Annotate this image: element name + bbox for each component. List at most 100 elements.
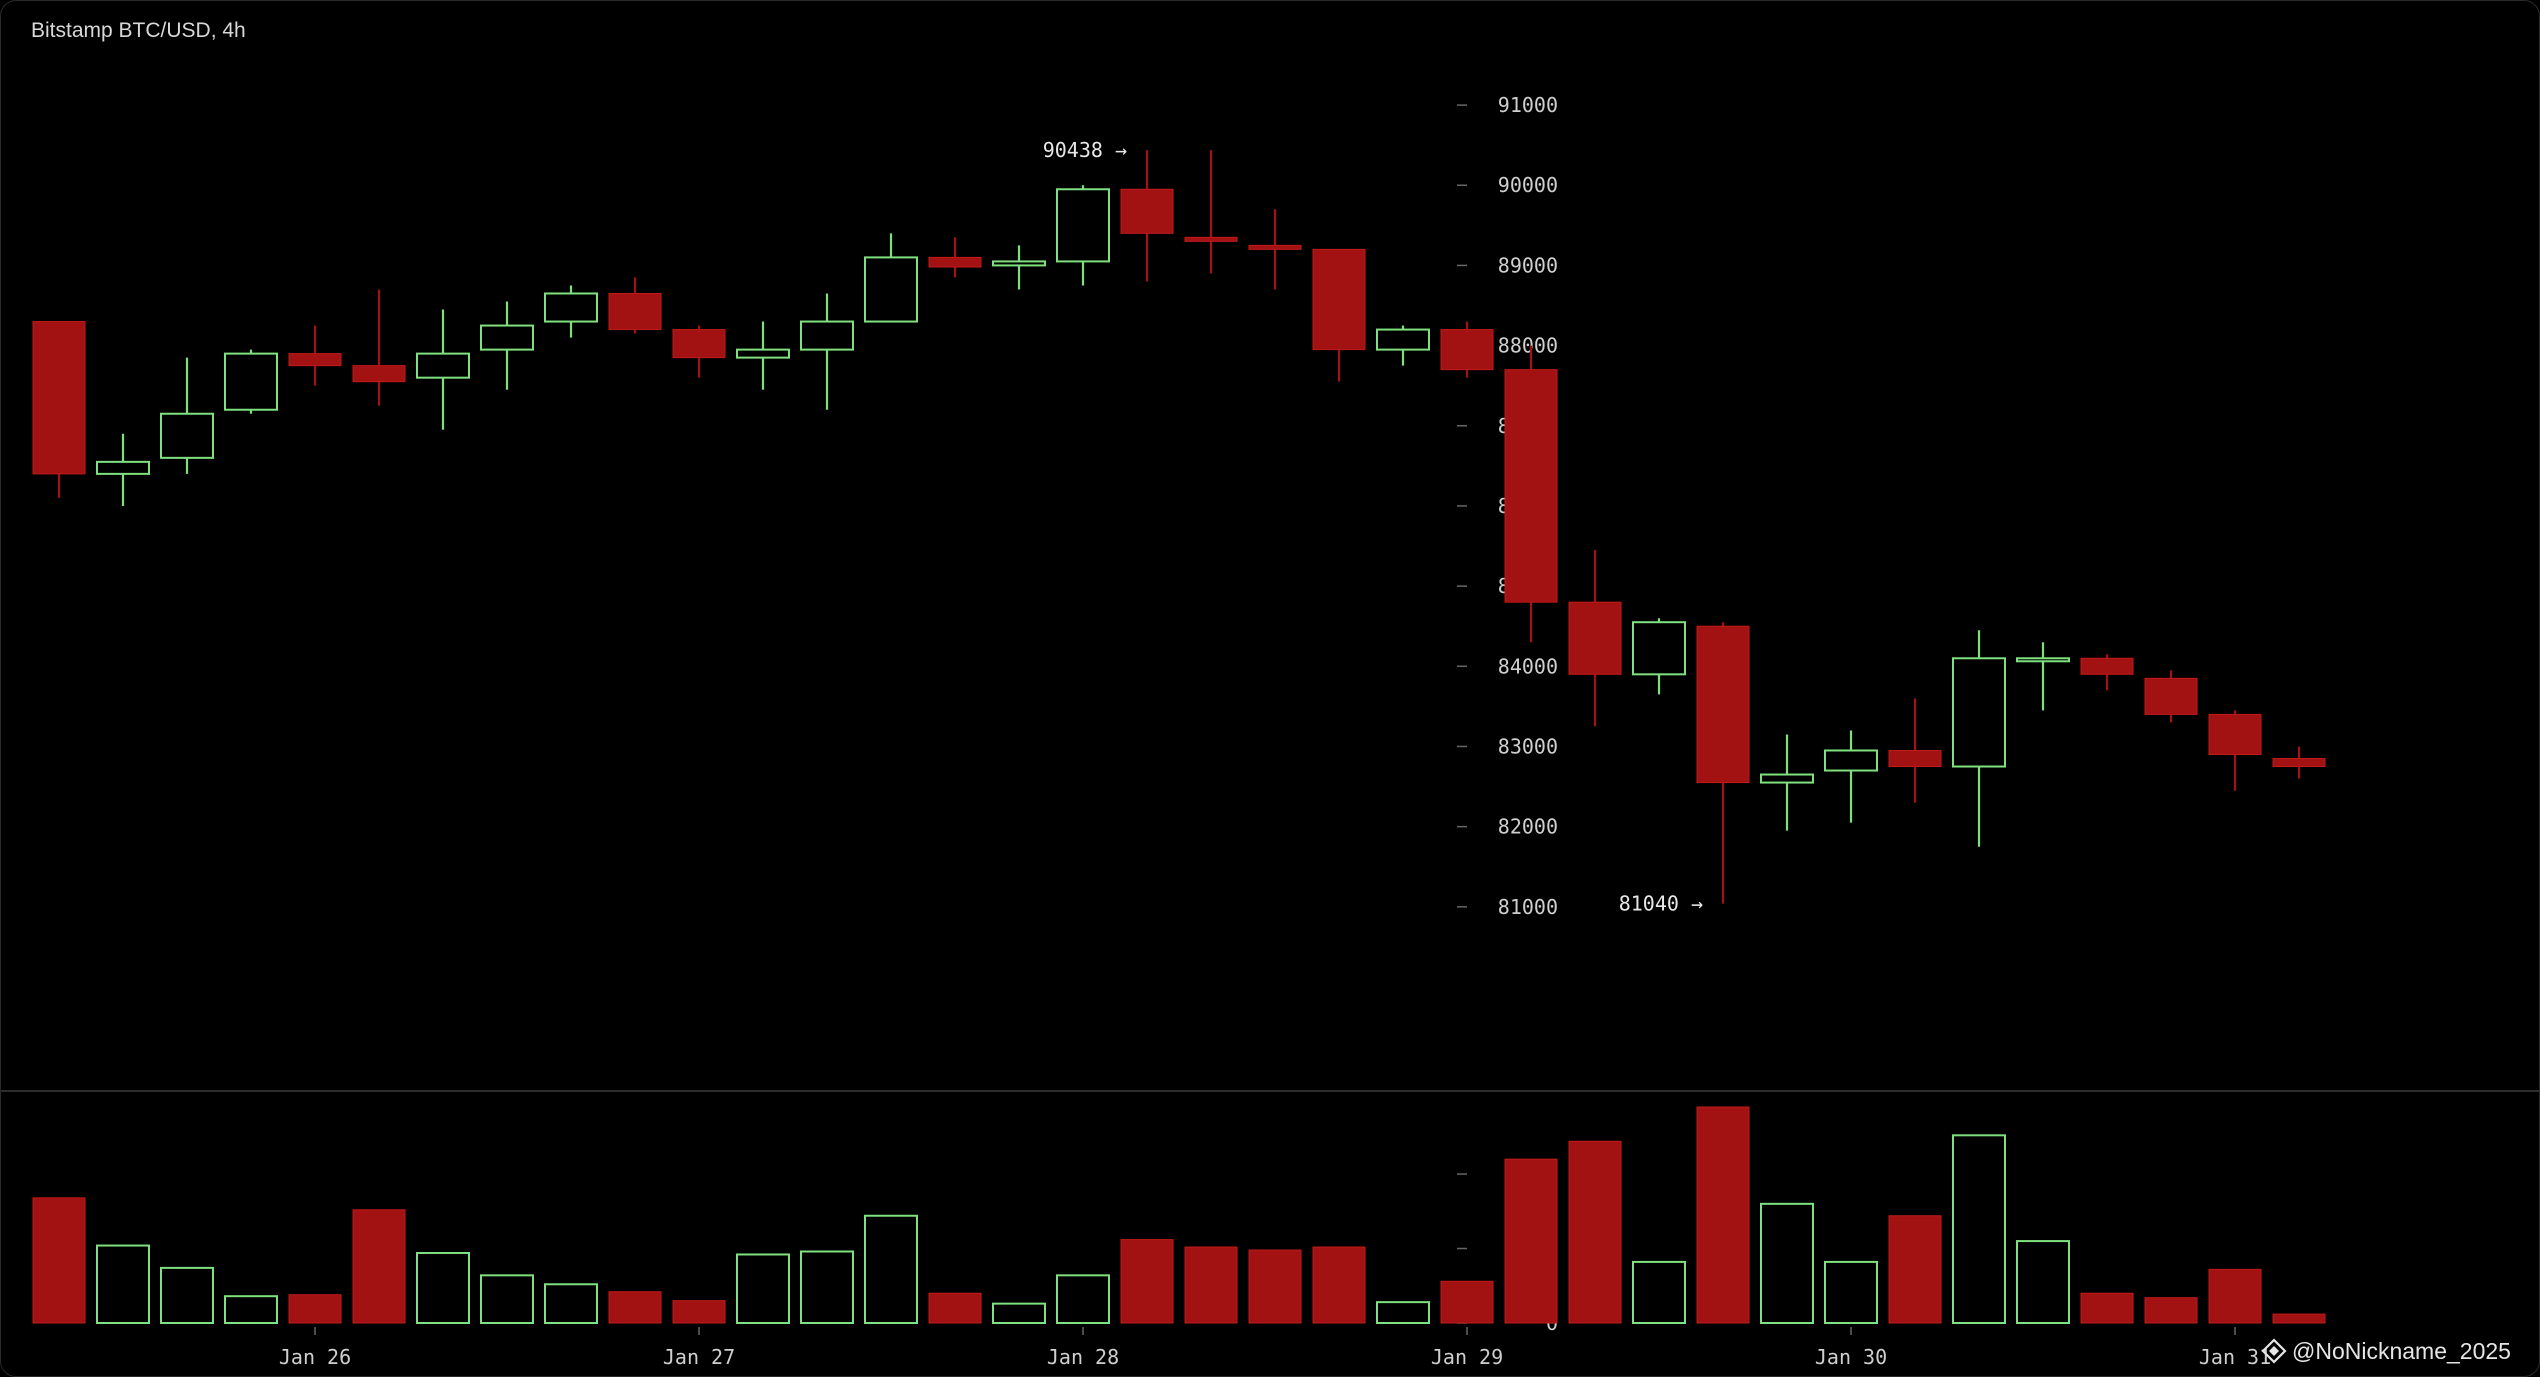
candle <box>2272 746 2326 779</box>
volume-bar <box>224 1295 278 1324</box>
candle <box>864 233 918 323</box>
candle <box>928 237 982 278</box>
candle <box>1760 734 1814 831</box>
candle <box>32 321 86 498</box>
candle-body <box>736 348 790 359</box>
candle-body <box>1120 188 1174 234</box>
candle-body <box>1504 369 1558 603</box>
candle <box>1952 630 2006 847</box>
volume-bar <box>800 1250 854 1325</box>
volume-bar <box>1568 1140 1622 1324</box>
volume-bar <box>1824 1260 1878 1325</box>
volume-bar <box>32 1197 86 1324</box>
candle <box>1696 622 1750 904</box>
extreme-price-label: 81040 → <box>1619 892 1703 916</box>
time-tick-label: Jan 31 <box>2199 1345 2271 1369</box>
candle-body <box>160 412 214 459</box>
candle <box>288 325 342 386</box>
time-tick-label: Jan 29 <box>1431 1345 1503 1369</box>
candle <box>800 293 854 410</box>
chart-title: Bitstamp BTC/USD, 4h <box>31 19 246 42</box>
volume-bar <box>1312 1246 1366 1324</box>
candle <box>992 245 1046 290</box>
candle-body <box>864 256 918 323</box>
volume-bar <box>352 1209 406 1324</box>
candle-body <box>1056 188 1110 263</box>
volume-bar <box>608 1291 662 1324</box>
candle-body <box>480 324 534 351</box>
volume-bar <box>2080 1292 2134 1324</box>
extreme-price-label: 90438 → <box>1043 138 1127 162</box>
candle-body <box>928 256 982 268</box>
volume-bar <box>1888 1215 1942 1324</box>
volume-bar <box>2272 1313 2326 1324</box>
candle <box>2144 670 2198 723</box>
price-annotations: 90438 → 81040 → <box>1043 138 1703 915</box>
candle <box>1376 325 1430 366</box>
volume-bar <box>1632 1260 1686 1325</box>
candle-body <box>2144 677 2198 715</box>
volume-bar <box>288 1294 342 1324</box>
volume-bar <box>1120 1239 1174 1324</box>
candle-body <box>672 329 726 359</box>
candle <box>608 277 662 334</box>
candle-body <box>2016 657 2070 663</box>
candle <box>1568 550 1622 727</box>
candle <box>544 285 598 338</box>
candle <box>736 321 790 390</box>
candle <box>160 357 214 474</box>
volume-bar <box>2016 1240 2070 1325</box>
volume-bar <box>480 1274 534 1325</box>
candle-body <box>2208 713 2262 755</box>
candle <box>1184 150 1238 274</box>
candle-body <box>288 353 342 367</box>
volume-bar <box>2144 1297 2198 1324</box>
volume-bar <box>1376 1301 1430 1324</box>
volume-bar <box>1184 1246 1238 1324</box>
time-tick-label: Jan 27 <box>663 1345 735 1369</box>
candle <box>1056 185 1110 286</box>
volume-series <box>32 1106 2326 1325</box>
watermark: @NoNickname_2025 <box>2261 1338 2511 1364</box>
volume-bar <box>992 1302 1046 1325</box>
price-tick-label: 88000 <box>1498 334 1558 358</box>
candle <box>1632 618 1686 695</box>
candle-body <box>2272 758 2326 768</box>
candle-body <box>352 365 406 383</box>
price-tick-label: 82000 <box>1498 815 1558 839</box>
volume-bar <box>160 1266 214 1325</box>
binance-square-icon <box>2261 1338 2287 1364</box>
candle <box>2208 710 2262 791</box>
volume-bar <box>1952 1134 2006 1325</box>
price-tick-label: 91000 <box>1498 93 1558 117</box>
candle <box>416 309 470 430</box>
volume-bar <box>672 1300 726 1324</box>
candle-body <box>1952 657 2006 768</box>
candle <box>672 325 726 378</box>
price-tick-label: 83000 <box>1498 734 1558 758</box>
candle-body <box>1568 601 1622 675</box>
candle <box>1248 209 1302 290</box>
candle <box>96 433 150 506</box>
volume-bar <box>736 1253 790 1324</box>
candle-body <box>96 460 150 475</box>
candle <box>1120 150 1174 282</box>
candlestick-series <box>32 150 2326 904</box>
time-tick-label: Jan 30 <box>1815 1345 1887 1369</box>
price-tick-label: 81000 <box>1498 895 1558 919</box>
candle <box>1440 321 1494 378</box>
candle-body <box>1632 621 1686 676</box>
time-tick-label: Jan 26 <box>279 1345 351 1369</box>
candle-body <box>32 321 86 475</box>
candle-body <box>1184 236 1238 242</box>
candle <box>2080 654 2134 691</box>
candle-body <box>544 292 598 323</box>
candle-body <box>992 260 1046 267</box>
candle-body <box>800 320 854 351</box>
candle-body <box>1696 625 1750 784</box>
candle <box>1824 730 1878 823</box>
volume-bar <box>96 1244 150 1325</box>
candle <box>224 349 278 414</box>
watermark-text: @NoNickname_2025 <box>2292 1338 2511 1364</box>
